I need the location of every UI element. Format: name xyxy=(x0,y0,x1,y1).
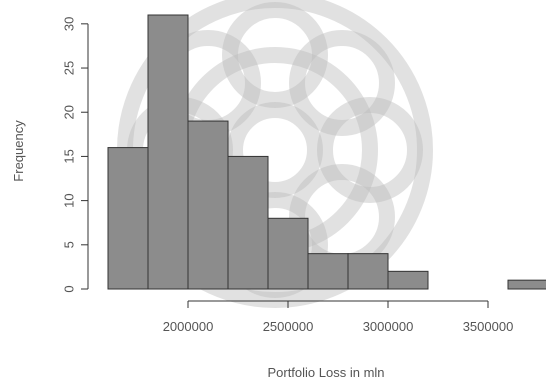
histogram-bar-4 xyxy=(267,217,309,290)
histogram-bar-10 xyxy=(507,279,546,290)
histogram-bar-1 xyxy=(147,14,189,290)
y-tick-label: 10 xyxy=(62,193,77,207)
x-tick-label: 3000000 xyxy=(363,319,414,334)
x-axis-title: Portfolio Loss in mln xyxy=(267,365,384,380)
histogram-bar-5 xyxy=(307,253,349,290)
histogram-bar-6 xyxy=(347,253,389,290)
histogram-bar-3 xyxy=(227,155,269,290)
x-axis: 2000000 2500000 3000000 3500000 xyxy=(163,300,514,334)
histogram-bars xyxy=(107,14,546,290)
x-tick-label: 2000000 xyxy=(163,319,214,334)
y-tick-label: 5 xyxy=(62,241,77,248)
x-tick-label: 3500000 xyxy=(463,319,514,334)
y-tick-label: 0 xyxy=(62,285,77,292)
histogram-bar-2 xyxy=(187,120,229,290)
histogram-bar-7 xyxy=(387,270,429,290)
y-tick-label: 25 xyxy=(62,61,77,75)
y-axis: 0 5 10 15 20 25 30 xyxy=(62,17,89,293)
y-tick-label: 15 xyxy=(62,149,77,163)
x-tick-label: 2500000 xyxy=(263,319,314,334)
y-axis-title: Frequency xyxy=(11,120,26,182)
y-tick-label: 20 xyxy=(62,105,77,119)
histogram-bar-0 xyxy=(107,147,149,290)
y-tick-label: 30 xyxy=(62,17,77,31)
